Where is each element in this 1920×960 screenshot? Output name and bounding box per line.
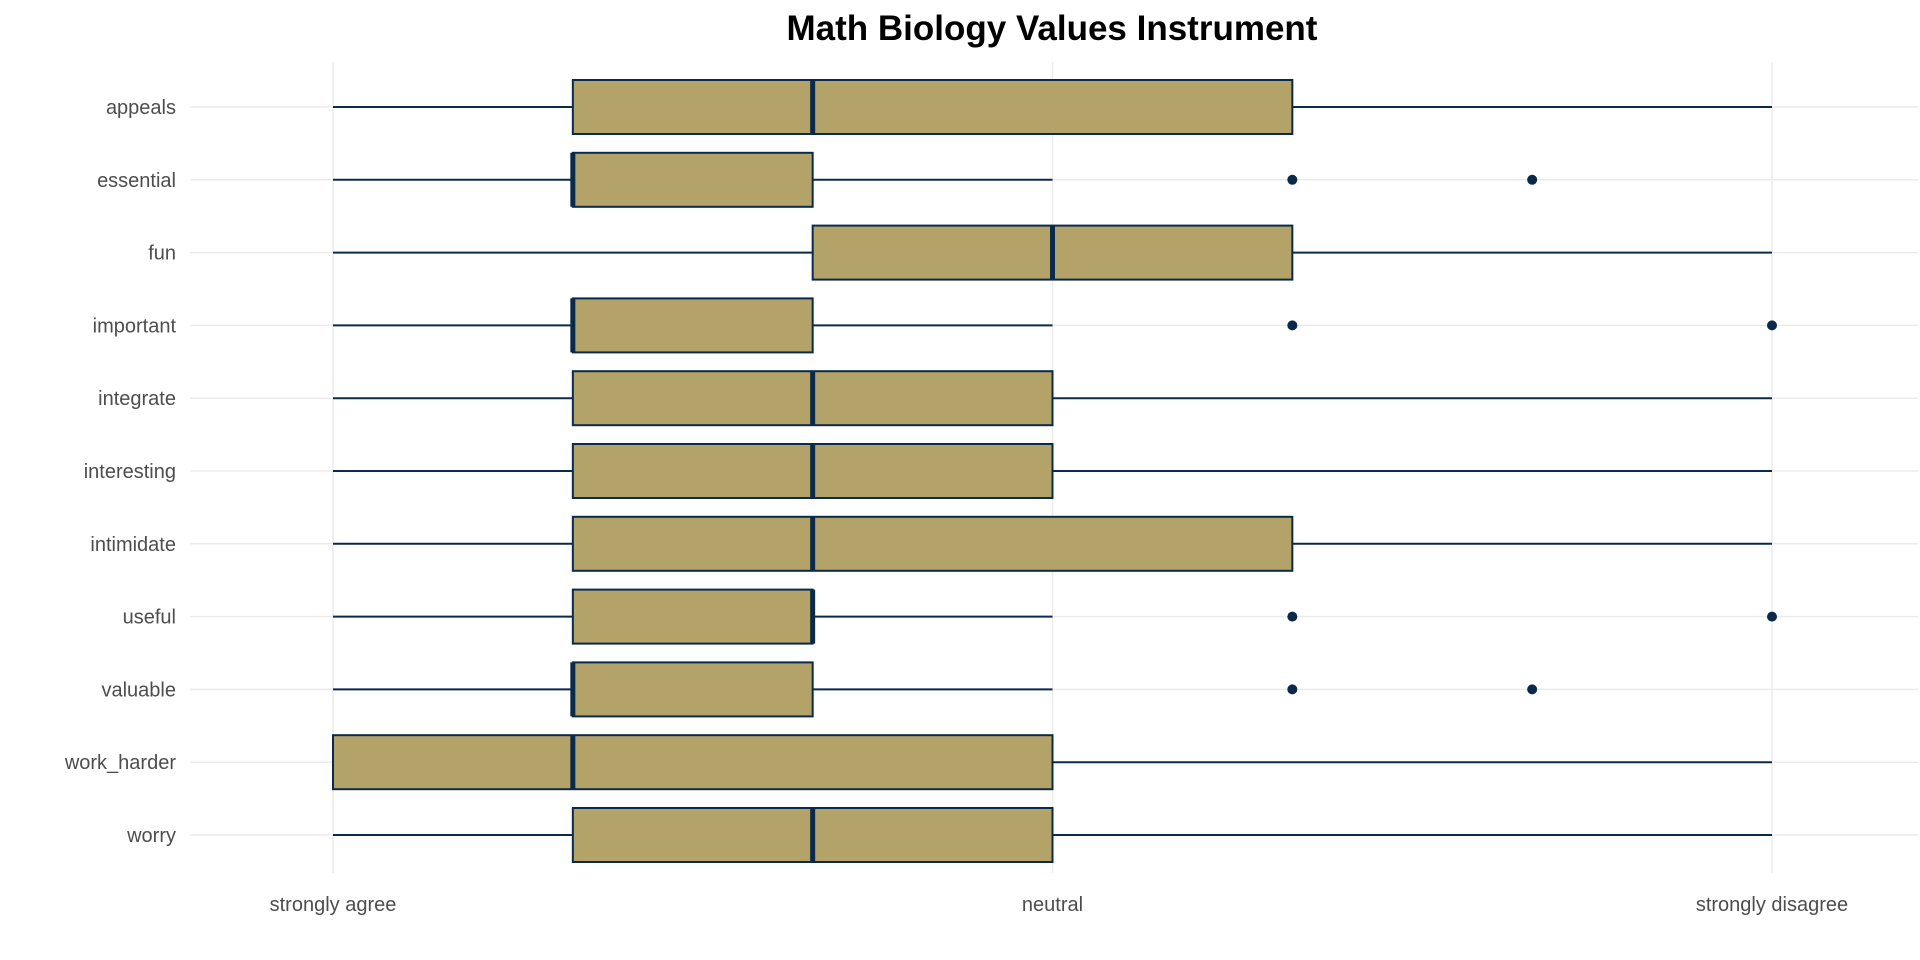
y-tick-label: integrate xyxy=(98,388,176,410)
outlier-point xyxy=(1287,684,1298,695)
box-valuable xyxy=(333,661,1538,718)
iqr-box xyxy=(571,151,814,208)
y-tick-label: appeals xyxy=(106,97,176,119)
x-tick-label: strongly agree xyxy=(270,894,397,916)
box-layer xyxy=(332,79,1777,863)
iqr-box xyxy=(332,734,1054,791)
box-work_harder xyxy=(332,734,1772,791)
label-layer: strongly agree neutral strongly disagree ap… xyxy=(64,97,1848,916)
chart-title: Math Biology Values Instrument xyxy=(787,9,1318,48)
box-interesting xyxy=(333,443,1772,499)
outlier-point xyxy=(1527,684,1538,695)
iqr-box xyxy=(571,297,814,354)
box-intimidate xyxy=(333,515,1772,572)
y-tick-label: work_harder xyxy=(64,752,177,774)
box-integrate xyxy=(333,370,1772,427)
x-tick-label: strongly disagree xyxy=(1696,894,1848,916)
outlier-point xyxy=(1287,174,1298,185)
box-fun xyxy=(333,224,1772,281)
y-tick-label: essential xyxy=(97,170,176,192)
box-useful xyxy=(333,588,1777,645)
x-tick-label: neutral xyxy=(1022,894,1083,916)
outlier-point xyxy=(1287,320,1298,331)
y-tick-label: important xyxy=(93,315,177,337)
y-tick-label: intimidate xyxy=(90,534,176,556)
outlier-point xyxy=(1527,174,1538,185)
iqr-box xyxy=(571,79,1294,135)
box-essential xyxy=(333,151,1538,208)
y-tick-label: interesting xyxy=(84,461,176,483)
y-tick-label: fun xyxy=(148,243,176,265)
outlier-point xyxy=(1767,611,1777,622)
iqr-box xyxy=(571,661,814,718)
y-tick-label: valuable xyxy=(101,679,176,701)
outlier-point xyxy=(1287,611,1298,622)
outlier-point xyxy=(1767,320,1777,331)
box-worry xyxy=(333,807,1772,863)
y-tick-label: useful xyxy=(123,607,176,629)
y-tick-label: worry xyxy=(126,825,176,847)
iqr-box xyxy=(571,588,814,645)
iqr-box xyxy=(571,515,1294,572)
box-important xyxy=(333,297,1777,354)
box-appeals xyxy=(333,79,1772,135)
